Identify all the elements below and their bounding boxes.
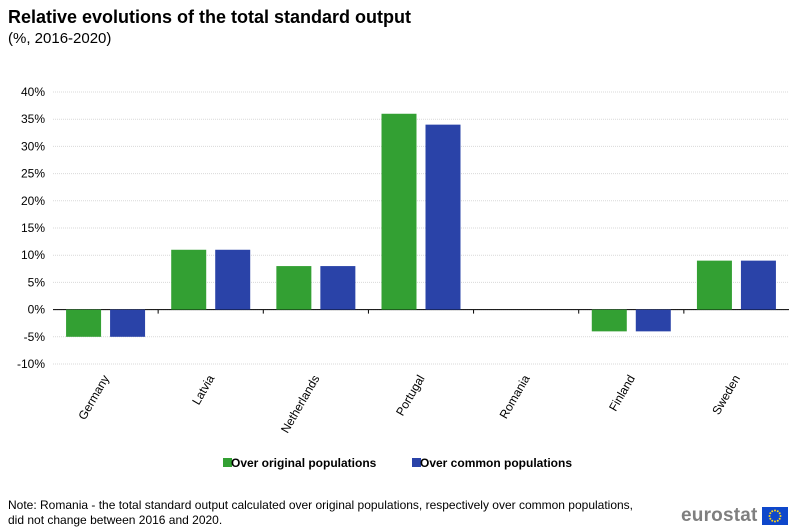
y-tick-label: 30% — [21, 139, 45, 153]
bar — [171, 249, 207, 310]
y-tick-label: 35% — [21, 112, 45, 126]
bar — [110, 309, 146, 337]
bar — [591, 309, 627, 332]
x-category-label: Portugal — [393, 373, 427, 419]
bar-chart: 40% 35% 30% 25% 20% 15% 10% 5% 0% -5% -10% Germany L… — [17, 85, 789, 470]
x-category-label: Germany — [75, 373, 112, 423]
y-tick-label: 25% — [21, 167, 45, 181]
y-tick-label: 5% — [28, 275, 46, 289]
y-tick-label: 20% — [21, 194, 45, 208]
chart-subtitle: (%, 2016-2020) — [8, 30, 112, 47]
y-tick-label: -10% — [17, 357, 45, 371]
legend-label: Over common populations — [420, 456, 572, 470]
bar — [320, 266, 356, 310]
bar — [381, 113, 417, 310]
x-category-label: Romania — [497, 372, 533, 421]
eurostat-logo: eurostat — [681, 505, 788, 527]
y-tick-label: 15% — [21, 221, 45, 235]
legend-swatch — [223, 458, 232, 467]
y-tick-label: 40% — [21, 85, 45, 99]
x-category-label: Sweden — [709, 373, 743, 418]
x-category-label: Finland — [606, 373, 638, 414]
legend-label: Over original populations — [231, 456, 377, 470]
bar — [635, 309, 671, 332]
bar — [740, 260, 776, 310]
y-tick-label: 0% — [28, 303, 46, 317]
bar — [215, 249, 251, 310]
bar — [696, 260, 732, 310]
legend-swatch — [412, 458, 421, 467]
footnote: Note: Romania - the total standard outpu… — [8, 498, 634, 527]
bar — [276, 266, 312, 310]
x-category-label: Latvia — [189, 372, 217, 407]
bar — [425, 124, 461, 310]
logo-text: eurostat — [681, 505, 758, 526]
bar — [66, 309, 102, 337]
y-tick-label: 10% — [21, 248, 45, 262]
x-category-label: Netherlands — [278, 373, 322, 436]
chart-title: Relative evolutions of the total standar… — [8, 7, 412, 27]
eu-flag-icon — [761, 507, 788, 525]
y-tick-label: -5% — [24, 330, 46, 344]
